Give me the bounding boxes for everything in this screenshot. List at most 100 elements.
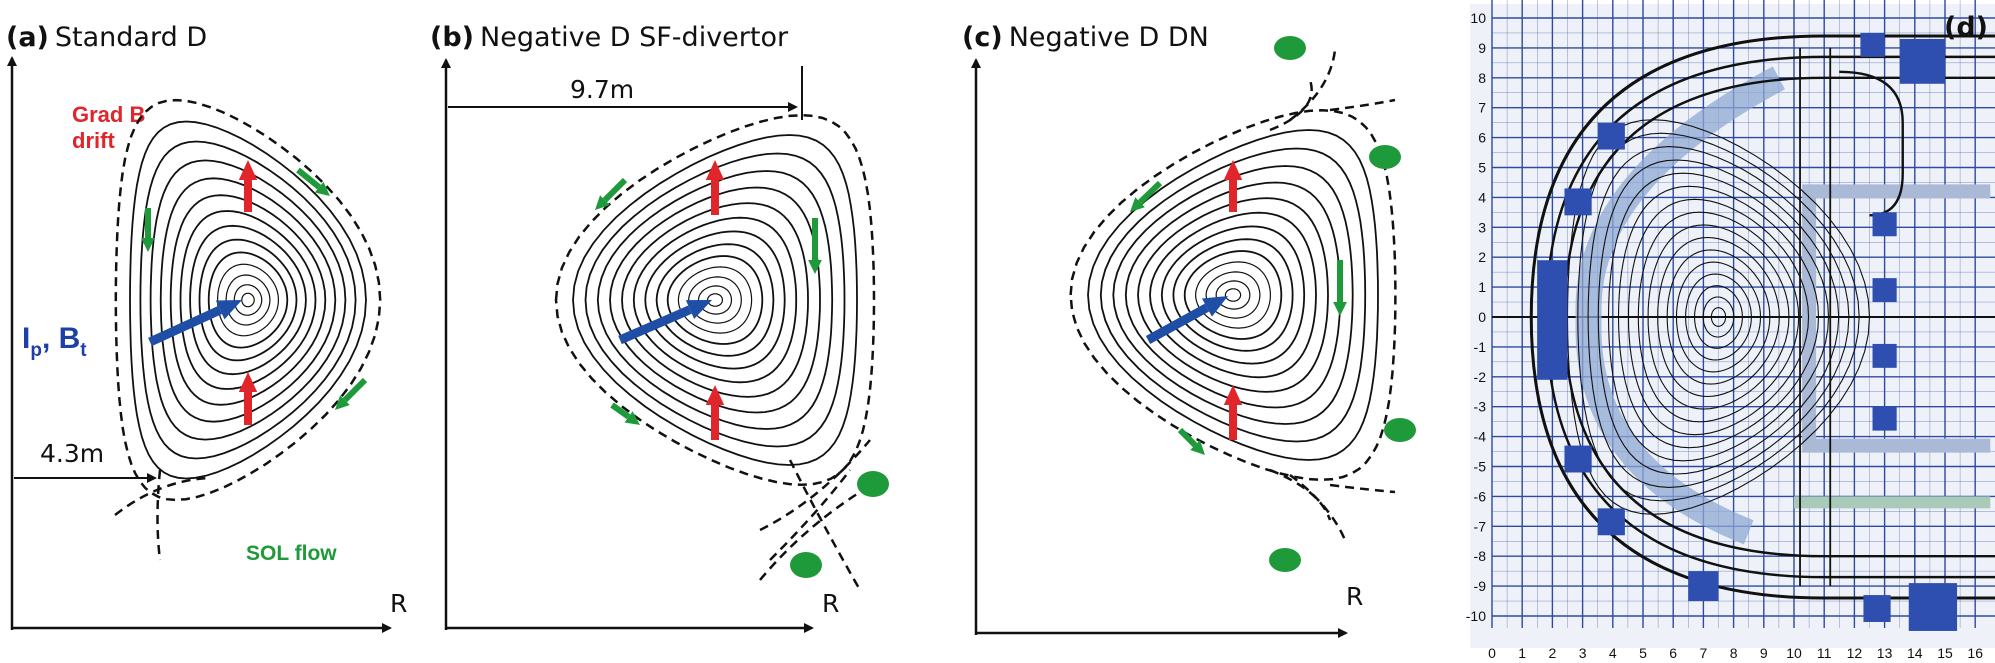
sol-flow-arrow-bottom-head	[335, 395, 350, 410]
y-tick-label: 0	[1478, 309, 1486, 325]
sol-flow-arrow-c1-shaft	[1137, 180, 1163, 205]
flux-surface-d	[1587, 146, 1850, 488]
y-tick-label: 4	[1478, 189, 1486, 205]
double-null-legs	[1269, 49, 1396, 541]
pf-coil	[1597, 122, 1625, 150]
flux-surface	[688, 276, 742, 324]
flux-surface	[621, 202, 809, 398]
y-tick-label: -7	[1474, 518, 1487, 534]
pf-coil	[1872, 343, 1897, 368]
flux-surface	[584, 152, 846, 448]
panel-c-title: (c) Negative D DN	[962, 22, 1209, 53]
flux-surface	[1112, 165, 1354, 425]
panel-c-plasma	[1069, 36, 1416, 572]
y-tick-label: 8	[1478, 70, 1486, 86]
flux-surface	[609, 186, 821, 414]
grad-b-arrow-bottom-head	[238, 372, 258, 392]
panel-b: (b) Negative D SF-divertor R 9.7m	[430, 22, 889, 633]
ip-bt-arrow-shaft	[148, 305, 223, 347]
flux-surface	[644, 230, 786, 370]
panel-c: (c) Negative D DN R	[962, 22, 1416, 638]
x-tick-label: 9	[1760, 645, 1768, 661]
x-tick-label: 15	[1937, 645, 1953, 661]
pf-coil	[1872, 406, 1897, 431]
pf-coil	[1863, 595, 1891, 622]
ip-bt-arrow-b-shaft	[618, 305, 692, 345]
flux-surface	[1149, 211, 1317, 379]
y-tick-label: 2	[1478, 249, 1486, 265]
panel-b-plasma	[554, 113, 889, 591]
y-tick-label: 1	[1478, 279, 1486, 295]
flux-surface	[1194, 261, 1272, 329]
pf-coil	[1537, 260, 1568, 380]
y-tick-label: -9	[1474, 578, 1487, 594]
x-tick-label: 16	[1967, 645, 1983, 661]
coil-b1	[857, 471, 889, 497]
ip-bt-label: Ip, Bt	[22, 322, 87, 361]
sol-flow-arrow-b2-shaft	[610, 402, 631, 420]
x-tick-label: 2	[1549, 645, 1557, 661]
sol-flow-arrow-top-head	[314, 181, 330, 196]
flux-surface-d	[1694, 285, 1743, 349]
flux-surface	[149, 159, 347, 441]
flux-surface-d	[1657, 236, 1780, 398]
sol-flow-arrow-b1-shaft	[602, 177, 628, 203]
y-tick-label: -4	[1474, 429, 1487, 445]
flux-surface-d	[1702, 296, 1735, 338]
flux-surface	[677, 266, 753, 334]
y-tick-label: 3	[1478, 219, 1486, 235]
sol-flow-label: SOL flow	[246, 542, 337, 565]
flux-surface	[198, 238, 298, 362]
ip-bt-arrow-b-head	[685, 300, 712, 320]
pf-coil	[1899, 38, 1945, 84]
flux-surface	[159, 177, 337, 423]
separatrix	[114, 98, 382, 502]
divertor-leg	[114, 469, 211, 561]
flux-surface	[596, 170, 834, 430]
panel-b-dimension: 9.7m	[570, 75, 634, 104]
sol-flow-arrow-c2-head	[1190, 440, 1205, 455]
grad-b-arrow-top-b-head	[705, 160, 725, 180]
pf-coil	[1597, 508, 1625, 536]
flux-surface-d	[1666, 249, 1771, 385]
flux-surface-d	[1607, 172, 1830, 462]
flux-surface	[655, 243, 775, 357]
y-tick-label: -2	[1474, 369, 1487, 385]
ip-bt-arrow-c-head	[1201, 296, 1228, 317]
panel-b-r-label: R	[822, 589, 839, 618]
x-tick-label: 8	[1730, 645, 1738, 661]
flux-surface-d	[1627, 198, 1810, 436]
flux-surface	[572, 134, 858, 466]
grad-b-drift-label: drift	[72, 128, 115, 153]
panel-a-r-label: R	[390, 589, 407, 618]
flux-surface	[233, 284, 263, 316]
flux-surface	[1205, 271, 1261, 319]
pf-coil	[1908, 583, 1958, 631]
flux-surface	[1137, 197, 1329, 393]
x-tick-label: 11	[1817, 645, 1832, 661]
flux-surface	[1160, 225, 1306, 365]
coil-c4	[1269, 548, 1301, 572]
y-tick-label: -8	[1474, 548, 1487, 564]
flux-surface-d	[1675, 261, 1762, 373]
ip-bt-arrow-c-shaft	[1145, 303, 1210, 344]
coil-c2	[1369, 145, 1401, 169]
snowflake-legs	[759, 439, 881, 591]
sol-flow-arrow-b3-head	[808, 260, 822, 274]
upper-leg	[1839, 70, 1904, 217]
flux-surface	[632, 216, 798, 384]
flux-surface	[1215, 280, 1251, 310]
ip-bt-arrow-head	[215, 300, 242, 320]
flux-surface	[225, 274, 271, 326]
separatrix	[554, 113, 876, 487]
grad-b-arrow-bottom-c-head	[1223, 385, 1243, 405]
flux-surface	[241, 292, 255, 308]
panel-a-plasma	[114, 98, 382, 561]
sol-flow-arrow-c2-shaft	[1177, 427, 1198, 448]
x-tick-label: 10	[1786, 645, 1802, 661]
sol-flow-arrow-top-shaft	[296, 167, 322, 190]
y-tick-label: -3	[1474, 399, 1487, 415]
x-tick-label: 4	[1609, 645, 1617, 661]
panel-a-title: (a) Standard D	[6, 22, 207, 53]
